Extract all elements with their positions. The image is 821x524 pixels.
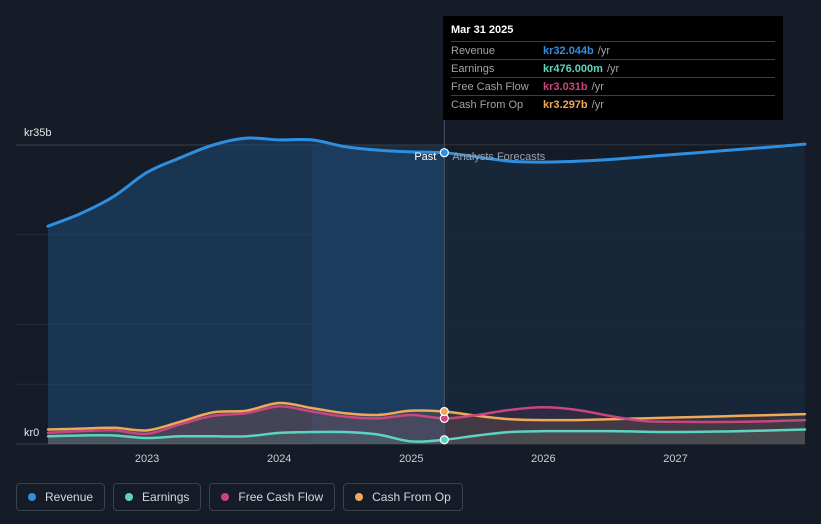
tooltip-label: Cash From Op — [451, 98, 524, 111]
x-tick-label: 2025 — [399, 453, 423, 465]
legend-item-cash-from-op[interactable]: Cash From Op — [343, 483, 463, 511]
tooltip-value: kr3.297b — [543, 98, 588, 111]
legend-label: Free Cash Flow — [238, 490, 324, 504]
marker-revenue — [439, 148, 449, 158]
tooltip-row-cash-from-op: Cash From Op kr3.297b /yr — [451, 95, 775, 113]
tooltip-label: Revenue — [451, 44, 496, 57]
tooltip-label: Earnings — [451, 62, 495, 75]
series-area-free-cash-flow — [48, 406, 805, 444]
tooltip-row-earnings: Earnings kr476.000m /yr — [451, 59, 775, 77]
legend-label: Cash From Op — [372, 490, 451, 504]
marker-cash-from-op — [439, 406, 449, 417]
axis-labels: kr35b kr0 Past Analysts Forecasts 2023 2024 20… — [24, 127, 688, 465]
legend-item-revenue[interactable]: Revenue — [16, 483, 106, 511]
tooltip-row-free-cash-flow: Free Cash Flow kr3.031b /yr — [451, 77, 775, 95]
marker-earnings — [439, 435, 449, 445]
tooltip-row-revenue: Revenue kr32.044b /yr — [451, 41, 775, 59]
tooltip-date: Mar 31 2025 — [451, 24, 514, 36]
past-label: Past — [414, 151, 436, 163]
tooltip-unit: /yr — [591, 80, 604, 93]
legend-dot-icon — [355, 493, 364, 501]
series-lines — [46, 16, 807, 444]
legend-item-earnings[interactable]: Earnings — [113, 483, 202, 511]
y-axis-label-max: kr35b — [24, 127, 52, 139]
series-line-free-cash-flow — [46, 405, 807, 436]
tooltip-label: Free Cash Flow — [451, 80, 529, 93]
legend-dot-icon — [221, 493, 230, 501]
tooltip-unit: /yr — [591, 98, 604, 111]
series-markers — [439, 148, 449, 445]
series-areas — [48, 137, 805, 444]
tooltip: Mar 31 2025 Revenue kr32.044b /yr Earnin… — [443, 16, 783, 120]
legend: Revenue Earnings Free Cash Flow Cash Fro… — [16, 483, 471, 511]
forecast-label: Analysts Forecasts — [452, 151, 545, 163]
tooltip-value: kr32.044b — [543, 44, 594, 57]
tooltip-unit: /yr — [597, 44, 610, 57]
tooltip-value: kr476.000m — [543, 62, 603, 75]
x-tick-label: 2026 — [531, 453, 555, 465]
forecast-dim — [444, 145, 805, 444]
series-line-revenue — [46, 136, 807, 228]
y-axis-label-min: kr0 — [24, 427, 39, 439]
x-tick-label: 2024 — [267, 453, 291, 465]
tooltip-unit: /yr — [606, 62, 620, 75]
legend-label: Revenue — [45, 490, 94, 504]
legend-dot-icon — [125, 493, 134, 501]
tooltip-value: kr3.031b — [543, 80, 588, 93]
series-area-earnings — [48, 429, 805, 444]
legend-dot-icon — [28, 493, 36, 501]
legend-item-free-cash-flow[interactable]: Free Cash Flow — [209, 483, 336, 511]
x-tick-label: 2023 — [135, 453, 159, 465]
x-tick-label: 2027 — [663, 453, 687, 465]
series-line-earnings — [46, 428, 807, 443]
legend-label: Earnings — [142, 490, 190, 504]
